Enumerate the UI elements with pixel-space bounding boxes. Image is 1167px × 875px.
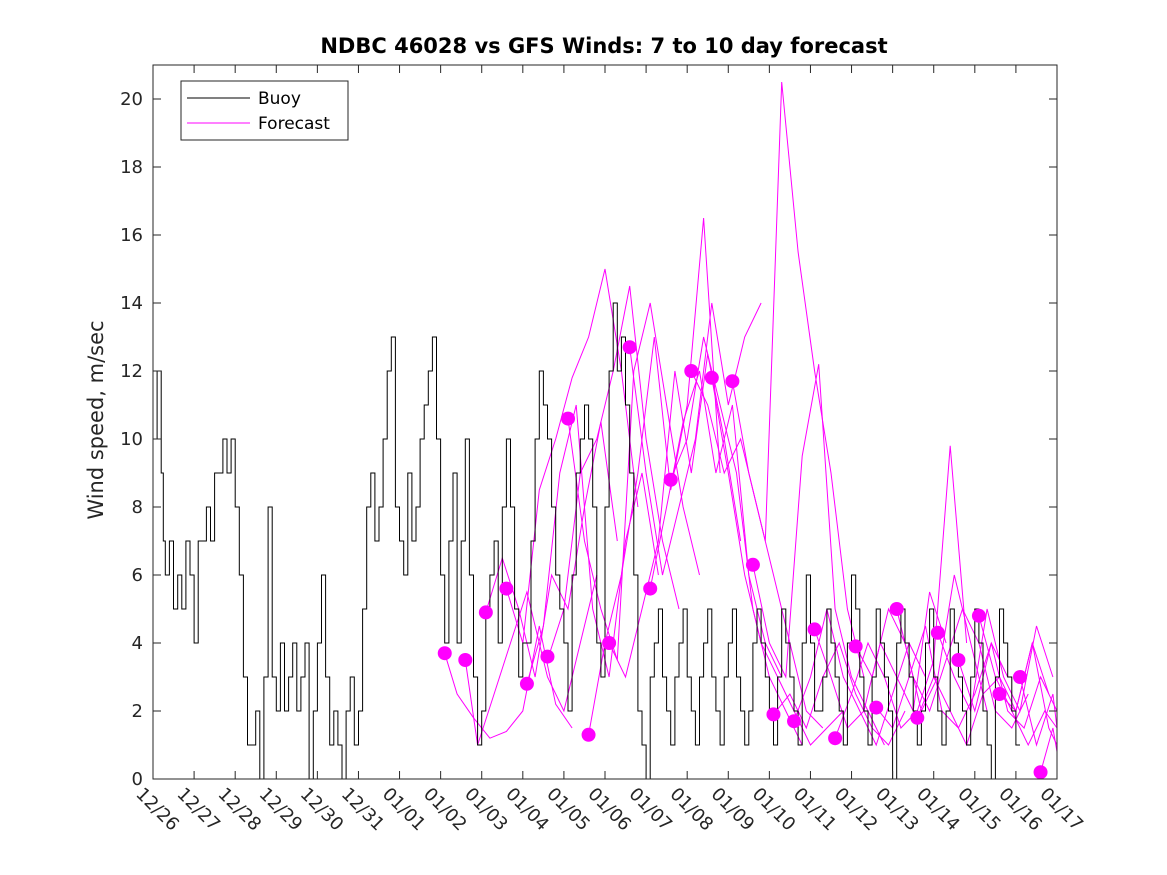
y-tick-label: 6 bbox=[132, 565, 143, 586]
forecast-series-line-24 bbox=[937, 608, 1054, 713]
forecast-series-line-19 bbox=[834, 445, 968, 739]
x-tick-label: 01/05 bbox=[542, 784, 594, 836]
forecast-series-line-22 bbox=[896, 607, 1029, 729]
y-tick-label: 20 bbox=[120, 89, 143, 110]
y-tick-label: 12 bbox=[120, 361, 143, 382]
forecast-series-line-15 bbox=[752, 364, 885, 746]
y-tick-label: 14 bbox=[120, 293, 143, 314]
x-tick-label: 01/16 bbox=[994, 784, 1046, 836]
forecast-marker bbox=[910, 710, 925, 725]
forecast-marker bbox=[458, 653, 473, 667]
forecast-series-line-7 bbox=[588, 217, 721, 735]
legend: Buoy Forecast bbox=[180, 80, 349, 141]
x-tick-label: 01/07 bbox=[625, 784, 677, 836]
x-tick-label: 01/09 bbox=[707, 784, 759, 836]
forecast-marker bbox=[766, 707, 781, 722]
forecast-marker bbox=[828, 731, 843, 746]
forecast-marker bbox=[684, 364, 699, 378]
forecast-marker bbox=[725, 374, 740, 389]
x-tick-label: 12/26 bbox=[131, 784, 183, 836]
forecast-marker bbox=[889, 602, 904, 616]
forecast-series-line-0 bbox=[444, 625, 573, 739]
forecast-series-line-6 bbox=[567, 302, 700, 661]
forecast-series-line-20 bbox=[855, 574, 988, 713]
forecast-marker bbox=[971, 608, 986, 623]
forecast-marker bbox=[561, 411, 576, 426]
legend-box bbox=[180, 80, 349, 141]
x-tick-label: 01/06 bbox=[583, 784, 635, 836]
forecast-marker bbox=[869, 700, 884, 715]
forecast-series-line-9 bbox=[629, 302, 762, 576]
forecast-series-line-29 bbox=[1040, 727, 1058, 773]
forecast-series-line-10 bbox=[649, 370, 783, 678]
forecast-marker bbox=[478, 605, 493, 620]
x-tick-label: 01/10 bbox=[748, 784, 800, 836]
forecast-marker bbox=[581, 727, 596, 742]
forecast-marker bbox=[643, 581, 658, 596]
x-tick-label: 01/03 bbox=[460, 784, 512, 836]
forecast-marker bbox=[499, 581, 514, 596]
x-tick-label: 01/11 bbox=[789, 784, 841, 836]
x-tick-label: 01/04 bbox=[501, 784, 553, 836]
x-tick-label: 12/30 bbox=[296, 784, 348, 836]
forecast-marker bbox=[437, 646, 452, 661]
x-tick-label: 01/01 bbox=[378, 784, 430, 836]
forecast-series-line-1 bbox=[464, 574, 598, 746]
y-tick-label: 0 bbox=[132, 769, 143, 790]
forecast-marker bbox=[622, 340, 637, 355]
legend-forecast-label: Forecast bbox=[258, 114, 330, 134]
forecast-marker bbox=[663, 472, 678, 487]
forecast-marker bbox=[519, 676, 534, 691]
plot-area bbox=[153, 81, 1058, 780]
forecast-marker bbox=[1013, 670, 1028, 684]
y-axis-label: Wind speed, m/sec bbox=[84, 320, 108, 519]
x-tick-label: 01/13 bbox=[871, 784, 923, 836]
forecast-series-line-17 bbox=[793, 608, 926, 747]
forecast-series-line-4 bbox=[526, 404, 659, 684]
forecast-series-line-16 bbox=[773, 641, 906, 746]
forecast-marker bbox=[951, 653, 966, 667]
x-tick-label: 12/31 bbox=[337, 784, 389, 836]
forecast-marker bbox=[1033, 765, 1048, 780]
y-tick-label: 18 bbox=[120, 157, 143, 178]
forecast-marker bbox=[602, 636, 617, 650]
forecast-marker bbox=[787, 714, 802, 729]
forecast-series-line-2 bbox=[485, 421, 618, 678]
y-tick-label: 8 bbox=[132, 497, 143, 518]
y-tick-label: 16 bbox=[120, 225, 143, 246]
forecast-marker bbox=[848, 639, 863, 654]
forecast-marker bbox=[704, 370, 719, 385]
y-axis: 0 2 4 6 8 10 12 14 16 18 20 bbox=[120, 89, 1057, 790]
forecast-marker bbox=[540, 649, 555, 664]
forecast-marker bbox=[930, 625, 945, 640]
y-tick-label: 4 bbox=[132, 633, 143, 654]
x-tick-label: 01/02 bbox=[419, 784, 471, 836]
x-tick-label: 12/28 bbox=[214, 784, 266, 836]
legend-buoy-label: Buoy bbox=[258, 89, 301, 109]
x-tick-label: 01/17 bbox=[1035, 784, 1087, 836]
chart-title: NDBC 46028 vs GFS Winds: 7 to 10 day for… bbox=[320, 34, 887, 58]
forecast-marker bbox=[745, 557, 760, 572]
y-tick-label: 2 bbox=[132, 701, 143, 722]
forecast-series-line-11 bbox=[670, 336, 803, 746]
x-tick-label: 01/08 bbox=[666, 784, 718, 836]
x-tick-label: 01/15 bbox=[953, 784, 1005, 836]
buoy-series-line bbox=[153, 302, 1020, 780]
forecast-series-line-12 bbox=[690, 370, 824, 729]
forecast-series-line-8 bbox=[608, 353, 742, 679]
x-tick-label: 12/27 bbox=[173, 784, 225, 836]
forecast-series-line-3 bbox=[505, 268, 639, 644]
x-tick-label: 12/29 bbox=[255, 784, 307, 836]
forecast-marker bbox=[807, 622, 822, 637]
forecast-marker bbox=[992, 687, 1007, 701]
forecast-series-line-14 bbox=[731, 81, 865, 678]
x-tick-label: 01/12 bbox=[830, 784, 882, 836]
y-tick-label: 10 bbox=[120, 429, 143, 450]
forecast-series-line-25 bbox=[957, 642, 1058, 729]
x-tick-label: 01/14 bbox=[912, 784, 964, 836]
